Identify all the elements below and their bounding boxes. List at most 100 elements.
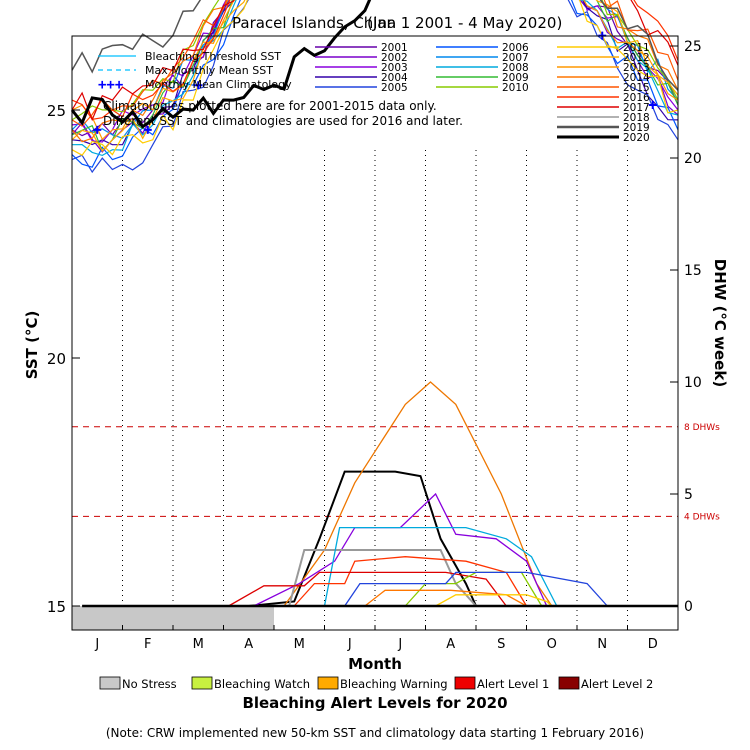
year-legend-label-2008: 2008 (502, 62, 529, 74)
sst-line-2010 (71, 0, 679, 121)
y-left-label: SST (°C) (23, 311, 41, 380)
year-legend-label-2018: 2018 (623, 112, 650, 124)
x-tick-label: S (497, 637, 505, 652)
climatology-note-line-1: Climatologies plotted here are for 2001-… (103, 99, 437, 113)
year-legend-label-2001: 2001 (381, 42, 408, 54)
y-right-tick-label: 20 (684, 151, 702, 167)
footnote: (Note: CRW implemented new 50-km SST and… (106, 726, 644, 740)
year-legend-label-2014: 2014 (623, 72, 650, 84)
y-right-tick-label: 10 (684, 375, 702, 391)
dhw-8-label: 8 DHWs (684, 423, 720, 433)
dhw-line-2008 (323, 526, 558, 607)
vertical-gridlines (122, 150, 628, 630)
year-legend-label-2017: 2017 (623, 102, 650, 114)
y-right-tick-label: 25 (684, 39, 702, 55)
sst-line-2012 (71, 0, 679, 153)
sst-line-2019 (71, 0, 679, 91)
alert-label: Alert Level 2 (581, 677, 653, 691)
alert-label: Alert Level 1 (477, 677, 549, 691)
climatology-note-line-2: Different SST and climatologies are used… (103, 114, 463, 128)
y-right-tick-label: 0 (684, 599, 693, 615)
alert-levels-title: Bleaching Alert Levels for 2020 (242, 694, 507, 712)
sst-line-2017 (71, 0, 679, 122)
legend-label-threshold: Bleaching Threshold SST (145, 50, 281, 63)
year-legend-label-2002: 2002 (381, 52, 408, 64)
year-legend-label-2004: 2004 (381, 72, 408, 84)
alert-swatch (558, 676, 580, 690)
x-tick-label: F (144, 637, 151, 652)
dhw-line-2005 (344, 571, 608, 607)
chart-title: Paracel Islands, China (232, 14, 396, 32)
reference-legend: Bleaching Threshold SST Max Monthly Mean… (98, 50, 463, 128)
year-legend-label-2012: 2012 (623, 52, 650, 64)
year-legend-label-2009: 2009 (502, 72, 529, 84)
y-right-label: DHW (°C week) (711, 259, 729, 387)
sst-line-2014 (71, 0, 679, 143)
sst-line-2020 (70, 0, 372, 129)
year-legend-label-2016: 2016 (623, 92, 650, 104)
year-legend-label-2011: 2011 (623, 42, 650, 54)
y-left-tick-label: 20 (47, 350, 66, 368)
x-tick-label: A (244, 637, 253, 652)
climatology-point (143, 125, 152, 134)
sst-line-2001 (71, 0, 679, 137)
legend-label-climatology: Monthly Mean Climatology (145, 78, 292, 91)
year-legend-label-2010: 2010 (502, 82, 529, 94)
x-tick-label: J (94, 637, 99, 652)
alert-swatch (99, 676, 121, 690)
sst-line-2007 (71, 0, 679, 139)
sst-line-2006 (71, 0, 679, 168)
alert-swatch (454, 676, 476, 690)
year-legend-label-2013: 2013 (623, 62, 650, 74)
year-legend-label-2007: 2007 (502, 52, 529, 64)
x-tick-label: M (193, 637, 204, 652)
legend-swatch-climatology-crosses: +++ (98, 77, 123, 93)
chart-date-range: (Jan 1 2001 - 4 May 2020) (367, 14, 562, 32)
year-legend-label-2019: 2019 (623, 122, 650, 134)
year-legend-label-2005: 2005 (381, 82, 408, 94)
year-legend-label-2003: 2003 (381, 62, 408, 74)
y-left-tick-label: 15 (47, 598, 66, 616)
x-tick-label: J (397, 637, 402, 652)
dhw-line-2003 (253, 492, 548, 607)
x-tick-label: D (648, 637, 658, 652)
y-right-tick-label: 15 (684, 263, 702, 279)
x-tick-label: J (347, 637, 352, 652)
sst-line-2005 (71, 0, 679, 174)
year-legend-label-2015: 2015 (623, 82, 650, 94)
legend-label-mmm: Max Monthly Mean SST (145, 64, 273, 77)
year-legend-label-2020: 2020 (623, 132, 650, 144)
dhw-line-2016 (293, 556, 528, 607)
alert-label: No Stress (122, 677, 177, 691)
sst-line-2004 (71, 0, 679, 146)
sst-line-2011 (71, 0, 679, 156)
x-axis-label: Month (348, 655, 402, 673)
dhw-4-label: 4 DHWs (684, 512, 720, 522)
alert-swatch (317, 676, 339, 690)
climatology-point (648, 101, 657, 110)
climatology-point (194, 81, 203, 90)
x-tick-label: A (446, 637, 455, 652)
alert-swatch (191, 676, 213, 690)
year-legend-label-2006: 2006 (502, 42, 529, 54)
y-left-tick-label: 25 (47, 102, 66, 120)
dhw-line-2010 (404, 571, 543, 607)
x-tick-label: O (547, 637, 557, 652)
sst-line-2016 (71, 0, 679, 120)
dhw-line-2015 (283, 381, 553, 607)
climatology-point (93, 125, 102, 134)
dhw-line-2011 (435, 594, 553, 607)
alert-level-legend: No Stress Bleaching Watch Bleaching Warnin… (99, 676, 653, 691)
x-tick-label: N (597, 637, 607, 652)
sst-line-2015 (71, 0, 679, 127)
dhw-line-2014 (364, 589, 527, 607)
alert-label: Bleaching Watch (214, 677, 310, 691)
dhw-line-2017 (228, 571, 507, 607)
y-right-tick-label: 5 (684, 487, 693, 503)
x-tick-label: M (294, 637, 305, 652)
alert-label: Bleaching Warning (340, 677, 448, 691)
sst-line-2003 (71, 0, 679, 143)
